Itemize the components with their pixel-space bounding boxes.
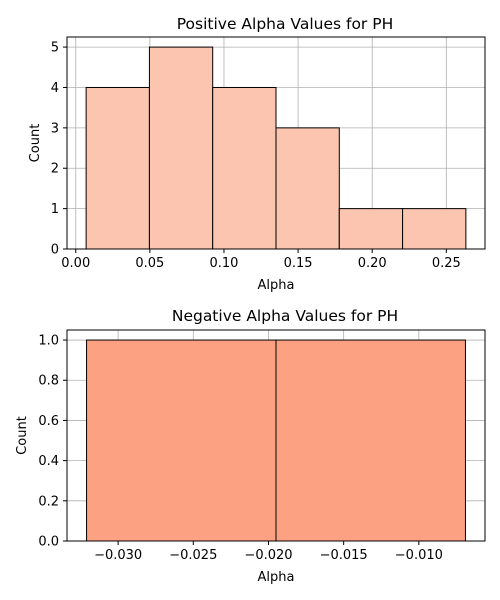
chart-title: Negative Alpha Values for PH [172,307,398,325]
x-tick-label: 0.15 [284,256,313,271]
y-tick-label: 1 [51,202,59,217]
chart-1: 0.00 0.05 0.10 0.15 0.20 0.25 0 1 2 3 4 5 Positive A… [28,15,486,293]
x-tick-label: −0.010 [395,548,443,563]
y-tick-label: 2 [51,162,59,177]
histogram-bar [338,208,404,250]
x-tick-label: 0.00 [61,256,90,271]
y-tick-label: 0.0 [38,535,59,550]
chart-2: −0.030 −0.025 −0.020 −0.015 −0.010 0.0 0.2 0.4 0… [15,307,486,585]
y-axis-label: Count [15,416,30,455]
x-tick-label: 0.20 [358,256,387,271]
y-axis-label: Count [28,124,43,163]
histogram-bar [85,86,150,250]
y-tick-label: 5 [51,41,59,56]
y-tick-label: 0 [51,243,59,258]
x-axis-label: Alpha [258,278,295,293]
histogram-bar [275,127,340,250]
histogram-bar [148,46,214,250]
histogram-bar [86,339,277,542]
y-tick-label: 0.4 [38,454,59,469]
x-tick-label: 0.10 [209,256,238,271]
y-tick-label: 0.6 [38,414,59,429]
plot-area-frame [66,36,486,250]
histogram-bar [212,86,277,250]
x-tick-label: 0.05 [135,256,164,271]
histogram-bar [402,208,467,250]
y-tick-label: 0.8 [38,374,59,389]
y-tick-label: 3 [51,121,59,136]
histogram-bar [275,339,466,542]
x-tick-label: −0.020 [244,548,292,563]
x-axis-label: Alpha [258,570,295,585]
x-tick-label: −0.025 [169,548,217,563]
chart-title: Positive Alpha Values for PH [177,15,394,33]
x-tick-label: −0.030 [94,548,142,563]
y-tick-label: 0.2 [38,494,59,509]
x-tick-label: 0.25 [432,256,461,271]
x-tick-label: −0.015 [320,548,368,563]
plot-area-frame [66,329,486,542]
y-tick-label: 1.0 [38,334,59,349]
y-tick-label: 4 [51,81,59,96]
